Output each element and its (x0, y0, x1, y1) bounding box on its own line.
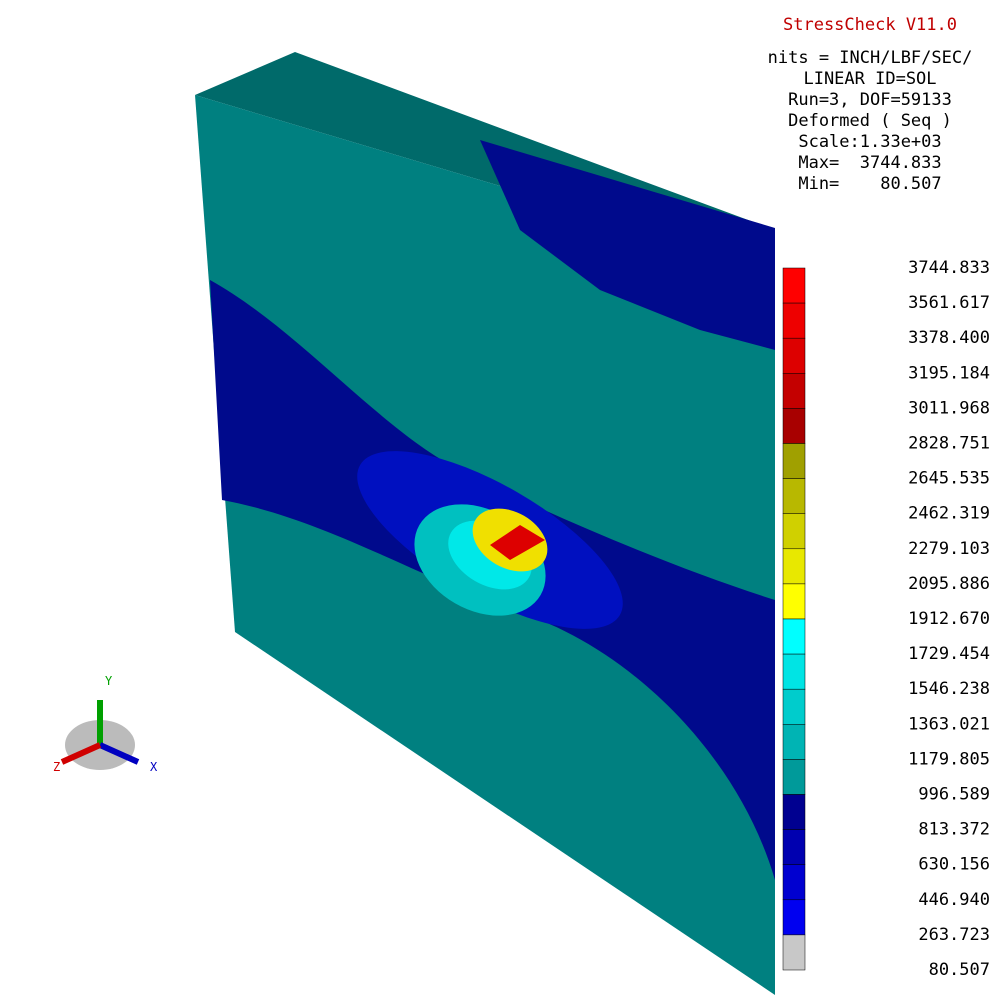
legend-label: 263.723 (918, 925, 990, 945)
legend-label: 2462.319 (908, 504, 990, 524)
legend-swatch (782, 724, 806, 760)
legend-label: 2279.103 (908, 539, 990, 559)
stress-peak (490, 525, 545, 560)
axis-label: Z (53, 760, 60, 774)
legend-label: 2645.535 (908, 469, 990, 489)
legend-swatch (782, 829, 806, 865)
legend-label: 1912.670 (908, 609, 990, 629)
legend-swatch (782, 302, 806, 339)
legend-swatch (782, 373, 806, 409)
info-line: Scale:1.33e+03 (798, 132, 942, 152)
legend-swatch (782, 653, 806, 690)
legend-swatch (782, 583, 806, 620)
legend-swatch (782, 794, 806, 830)
legend-label: 3011.968 (908, 398, 990, 418)
legend-label: 446.940 (918, 890, 990, 910)
axis-triad: Y X Z (53, 674, 158, 774)
axis-label: X (150, 760, 158, 774)
legend-label: 3378.400 (908, 328, 990, 348)
info-line: LINEAR ID=SOL (803, 69, 937, 89)
color-legend: 3744.833 3561.617 3378.400 3195.184 3011.968… (782, 258, 990, 980)
legend-label: 1729.454 (908, 644, 990, 664)
legend-label: 2828.751 (908, 434, 990, 454)
legend-label: 1363.021 (908, 714, 990, 734)
legend-swatch (782, 443, 806, 479)
legend-label: 813.372 (918, 820, 990, 840)
legend-swatch (782, 759, 806, 795)
info-line: Run=3, DOF=59133 (788, 90, 952, 110)
legend-swatch (782, 864, 806, 901)
stress-region (480, 140, 775, 350)
axis-label: Y (105, 674, 113, 688)
legend-swatch (782, 478, 806, 514)
legend-label: 996.589 (918, 785, 990, 805)
legend-label: 3744.833 (908, 258, 990, 278)
legend-label: 3195.184 (908, 363, 990, 383)
legend-swatch (782, 548, 806, 585)
legend-swatch (782, 934, 806, 971)
app-title: StressCheck V11.0 (783, 15, 957, 35)
info-line: Min= 80.507 (798, 174, 942, 194)
legend-label: 1546.238 (908, 679, 990, 699)
legend-swatch (782, 618, 806, 655)
info-line: nits = INCH/LBF/SEC/ (767, 48, 973, 68)
info-line: Deformed ( Seq ) (788, 111, 952, 131)
legend-swatch (782, 408, 806, 444)
legend-label: 1179.805 (908, 749, 990, 769)
legend-swatch (782, 899, 806, 936)
legend-label: 80.507 (929, 960, 990, 980)
legend-label: 630.156 (918, 855, 990, 875)
info-line: Max= 3744.833 (798, 153, 942, 173)
legend-label: 2095.886 (908, 574, 990, 594)
legend-swatch (782, 267, 806, 304)
legend-swatch (782, 337, 806, 374)
legend-swatch (782, 688, 806, 725)
legend-swatch (782, 513, 806, 550)
legend-label: 3561.617 (908, 293, 990, 313)
